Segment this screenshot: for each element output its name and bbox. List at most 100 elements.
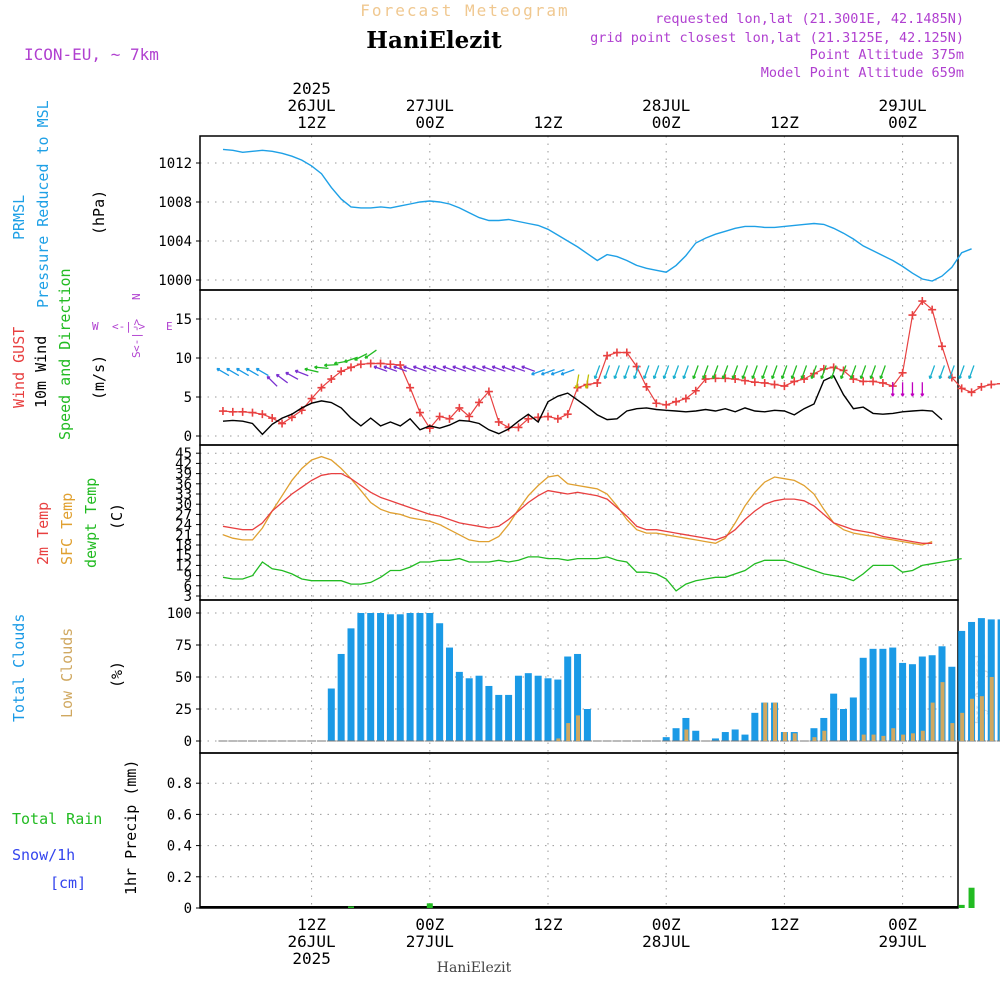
rain-bar <box>958 904 965 908</box>
total-cloud-bar <box>386 614 394 741</box>
low-cloud-bar <box>822 730 827 741</box>
y-tick-label: 27 <box>175 507 192 523</box>
wind-arrow <box>294 369 309 377</box>
gust-marker <box>928 305 937 314</box>
wind-arrow <box>910 382 915 397</box>
low-cloud-bar <box>989 677 994 741</box>
pressure-line <box>222 148 972 282</box>
wind-arrow <box>266 375 278 387</box>
gust-marker <box>701 375 710 384</box>
prmsl-label: PRMSL <box>10 195 28 240</box>
gust-marker <box>750 378 759 387</box>
wind-dir-label: Speed and Direction <box>56 268 74 440</box>
requested-coords: requested lon,lat (21.3001E, 42.1485N) <box>655 11 964 27</box>
wind-arrow <box>560 369 575 376</box>
compass-arrows-v: <-|-> <box>130 319 143 352</box>
total-cloud-bar <box>820 717 828 741</box>
y-tick-label: 6 <box>184 579 192 595</box>
wind-arrow <box>501 365 516 372</box>
gust-marker <box>652 399 661 408</box>
compass-icon: W E N S <-|-> <-|-> <box>92 293 173 358</box>
total-cloud-bar <box>731 729 739 741</box>
wind-arrow <box>731 365 739 380</box>
gust-marker <box>563 410 572 419</box>
low-cloud-bar <box>881 735 886 741</box>
low-cloud-bar <box>782 732 787 741</box>
total-cloud-bar <box>514 675 522 741</box>
total-cloud-bar <box>928 655 936 741</box>
wind-arrow <box>633 365 640 380</box>
panel-frame <box>199 135 959 291</box>
bottom-time-label: 12Z <box>534 915 563 934</box>
wind-arrow <box>948 365 955 380</box>
wind-arrow <box>412 365 427 372</box>
total-cloud-bar <box>840 709 848 741</box>
wind-arrow <box>471 365 486 372</box>
wind-arrow <box>711 365 719 380</box>
gust-marker <box>691 386 700 395</box>
gust-marker <box>967 388 976 397</box>
y-tick-label: 15 <box>175 312 192 328</box>
low-cloud-bar <box>979 696 984 741</box>
wind-arrow <box>373 365 388 372</box>
wind-arrow <box>890 382 895 397</box>
gust-marker <box>268 414 277 423</box>
temp-unit: (C) <box>108 503 126 530</box>
total-cloud-bar <box>948 666 956 741</box>
gust-marker <box>918 297 927 306</box>
gust-marker <box>603 351 612 360</box>
gust-marker <box>386 360 395 369</box>
compass-s: S <box>130 351 143 358</box>
total-cloud-bar <box>721 732 729 741</box>
gust-marker <box>218 407 227 416</box>
low-cloud-bar <box>763 702 768 741</box>
wind-arrow <box>521 365 536 372</box>
panel-4: 0 25 50 75 100 <box>167 599 959 754</box>
total-cloud-bar <box>327 688 335 741</box>
total-cloud-bar <box>347 628 355 741</box>
bottom-time-label: 26JUL <box>288 932 336 951</box>
y-tick-label: 9 <box>184 569 192 585</box>
clouds-unit: (%) <box>108 661 126 688</box>
wind-arrow <box>751 365 758 380</box>
total-cloud-bar <box>485 685 493 741</box>
location-title: HaniElezit <box>366 27 502 54</box>
gust-marker <box>484 387 493 396</box>
bottom-time-label: 12Z <box>297 915 326 934</box>
wind-arrow <box>820 365 827 380</box>
y-tick-label: 1000 <box>158 273 192 289</box>
wind-unit: (m/s) <box>90 355 108 400</box>
wind-arrow <box>574 374 580 389</box>
top-time-label: 29JUL <box>879 96 927 115</box>
wind-arrow <box>761 365 768 380</box>
bottom-time-label: 27JUL <box>406 932 454 951</box>
gust-marker <box>317 383 326 392</box>
gust-marker <box>337 367 346 376</box>
top-time-label: 2025 <box>292 79 331 98</box>
wind-arrow <box>432 365 447 372</box>
wind-arrow <box>452 365 467 372</box>
gust-marker <box>869 377 878 386</box>
footer-location: HaniElezit <box>437 960 512 976</box>
gust-marker <box>849 375 858 384</box>
top-time-label: 27JUL <box>406 96 454 115</box>
panel-1: 1000 1004 1008 1012 <box>158 135 959 291</box>
wind-arrow <box>702 365 709 380</box>
gust-marker <box>642 382 651 391</box>
top-time-label: 12Z <box>297 113 326 132</box>
y-tick-label: 12 <box>175 558 192 574</box>
wind-arrow <box>830 365 837 380</box>
gust-marker <box>681 394 690 403</box>
wind-arrow <box>780 365 788 380</box>
wind-arrow <box>920 382 925 397</box>
wind-arrow <box>314 365 329 370</box>
snow-label: Snow/1h <box>12 846 75 864</box>
gust-marker <box>790 377 799 386</box>
gust-marker <box>445 414 454 423</box>
gust-marker <box>465 412 474 421</box>
wind-arrow <box>393 365 408 372</box>
wind-arrow <box>692 365 699 380</box>
total-cloud-bar <box>357 613 365 741</box>
panel-2: 0 5 10 15 <box>175 289 959 446</box>
total-cloud-bar <box>475 675 483 741</box>
